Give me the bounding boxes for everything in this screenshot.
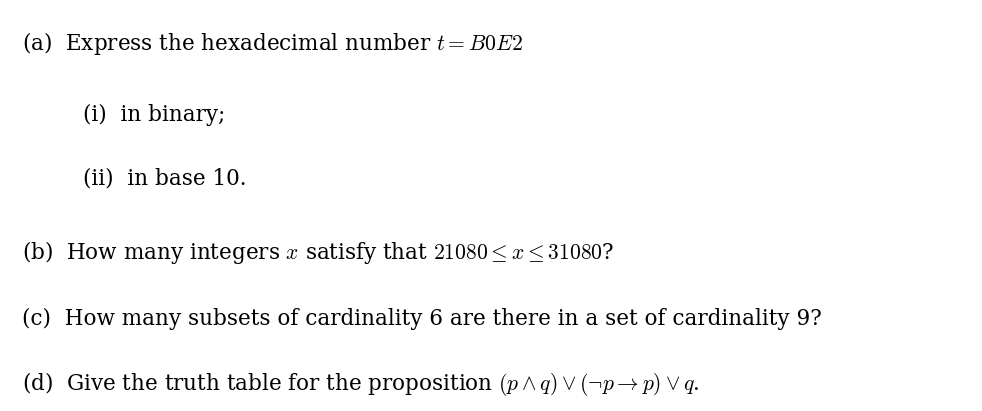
Text: (d)  Give the truth table for the proposition $(p \wedge q) \vee (\neg p \righta: (d) Give the truth table for the proposi… [22,370,699,398]
Text: (ii)  in base 10.: (ii) in base 10. [83,168,246,190]
Text: (b)  How many integers $x$ satisfy that $21080 \leq x \leq 31080$?: (b) How many integers $x$ satisfy that $… [22,239,614,266]
Text: (i)  in binary;: (i) in binary; [83,104,226,126]
Text: (a)  Express the hexadecimal number $t = B0E2$: (a) Express the hexadecimal number $t = … [22,30,522,57]
Text: (c)  How many subsets of cardinality 6 are there in a set of cardinality 9?: (c) How many subsets of cardinality 6 ar… [22,307,821,330]
